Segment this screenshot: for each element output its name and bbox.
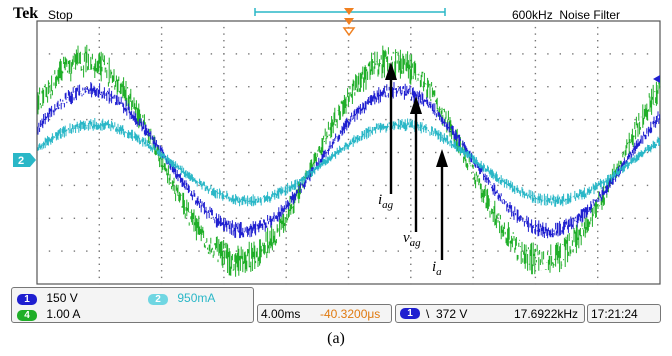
ch2-chip: 2 bbox=[148, 294, 168, 305]
clock-panel: 17:21:24 bbox=[587, 304, 661, 323]
trigger-position-icon[interactable] bbox=[342, 8, 356, 37]
svg-text:2: 2 bbox=[18, 155, 24, 167]
figure-caption: (a) bbox=[327, 330, 345, 347]
bandwidth-filter-readout[interactable]: 600kHz Noise Filter bbox=[512, 8, 620, 22]
channel-scale-panel: 1 150 V 2 950mA 4 1.00 A bbox=[11, 287, 254, 323]
acquisition-state[interactable]: Stop bbox=[48, 8, 73, 22]
bandwidth-value: 600kHz bbox=[512, 8, 553, 22]
trigger-source-chip: 1 bbox=[400, 308, 420, 319]
waveforms bbox=[37, 44, 661, 277]
ch4-chip: 4 bbox=[17, 310, 37, 321]
trigger-level-marker[interactable] bbox=[653, 75, 660, 83]
ch4-scale[interactable]: 4 1.00 A bbox=[17, 307, 80, 321]
trigger-frequency: 17.6922kHz bbox=[514, 307, 579, 321]
trigger-slope-icon: \ bbox=[426, 307, 430, 321]
ch1-scale-value: 150 V bbox=[46, 291, 78, 305]
brand-logo: Tek bbox=[13, 5, 39, 22]
ch4-scale-value: 1.00 A bbox=[46, 307, 81, 321]
ch1-chip: 1 bbox=[17, 294, 37, 305]
timebase-panel[interactable]: 4.00ms -40.3200μs bbox=[257, 304, 392, 323]
ch2-scale[interactable]: 2 950mA bbox=[148, 291, 215, 305]
waveform-ch2-iag bbox=[37, 118, 661, 207]
time-per-div: 4.00ms bbox=[261, 307, 301, 321]
filter-label: Noise Filter bbox=[559, 8, 621, 22]
trigger-position-value: -40.3200μs bbox=[320, 307, 381, 321]
clock-time: 17:21:24 bbox=[591, 307, 638, 321]
trigger-panel[interactable]: 1 \ 372 V 17.6922kHz bbox=[395, 304, 585, 323]
trigger-level-value: 372 V bbox=[436, 307, 468, 321]
label-iag: iag bbox=[378, 192, 394, 211]
ch2-scale-value: 950mA bbox=[177, 291, 216, 305]
label-ia: ia bbox=[432, 259, 442, 278]
annotation-arrows bbox=[385, 62, 448, 260]
ch1-scale[interactable]: 1 150 V bbox=[17, 291, 78, 305]
channel-2-ground-marker[interactable]: 2 bbox=[13, 153, 36, 167]
label-vag: vag bbox=[403, 230, 421, 249]
